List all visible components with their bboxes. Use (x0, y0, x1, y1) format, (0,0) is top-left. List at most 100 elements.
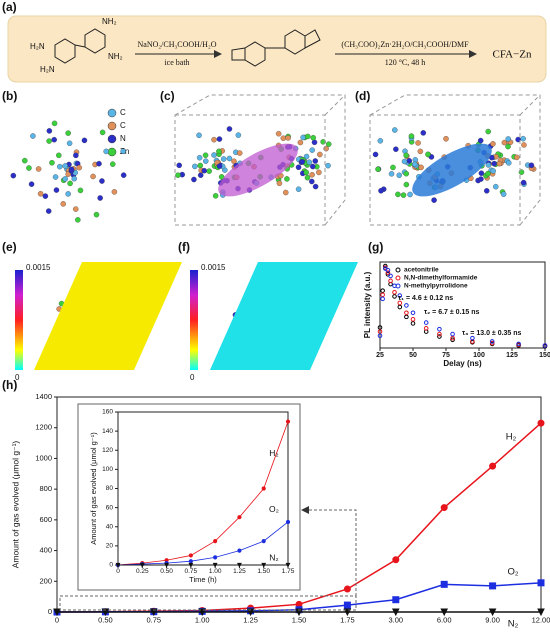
atom (485, 162, 492, 168)
reagent: NaNO₂/CH₃COOH/H₂O (137, 40, 216, 49)
atom (226, 126, 233, 132)
atom (53, 187, 60, 193)
colorbar-min: 0 (15, 373, 20, 382)
atom (515, 136, 521, 143)
marker (440, 580, 448, 588)
x-tick-label: 9.00 (485, 615, 500, 624)
x-tick-label: 100 (473, 352, 485, 359)
series-line (117, 421, 289, 566)
atom (478, 170, 485, 176)
legend-marker (395, 267, 401, 273)
atom (295, 164, 302, 171)
atom (73, 152, 79, 159)
atom (407, 191, 413, 198)
x-tick-label: 150 (539, 352, 550, 359)
marker (404, 314, 409, 320)
atom (493, 183, 499, 190)
marker (489, 340, 495, 346)
zoom-region (59, 595, 357, 611)
x-tick-label: 0.50 (98, 615, 113, 624)
marker (397, 300, 403, 306)
reagent: (CH₃COO)₂Zn·2H₂O/CH₃COOH/DMF (341, 40, 469, 49)
colorbar-max: 0.0015 (26, 263, 51, 272)
marker (410, 310, 416, 316)
y-tick-label: 400 (39, 546, 52, 555)
atom (284, 176, 290, 182)
structure-label: NH₂ (102, 17, 117, 26)
annotation: τ₂ = 6.7 ± 0.15 ns (424, 309, 480, 316)
series-label: H₂ (506, 432, 517, 443)
marker (188, 562, 194, 568)
marker (388, 273, 393, 279)
marker (188, 553, 193, 558)
marker (285, 419, 291, 424)
atom (71, 175, 78, 182)
marker (537, 579, 545, 587)
atom (514, 154, 520, 161)
marker (285, 562, 291, 568)
marker (410, 317, 416, 322)
x-tick-label: 1.00 (209, 568, 222, 575)
atom (10, 172, 17, 179)
series-label: N₂ (508, 619, 519, 630)
atom (22, 157, 28, 164)
atom (97, 195, 103, 201)
marker (404, 303, 409, 308)
atom (406, 158, 413, 164)
x-tick-label: 3.00 (388, 615, 403, 624)
atom (316, 169, 322, 176)
atom (484, 188, 490, 194)
marker (343, 585, 351, 593)
atom (216, 136, 223, 142)
atom (297, 139, 304, 146)
atom (226, 155, 233, 162)
panel-label: (e) (2, 240, 17, 254)
marker (489, 462, 497, 470)
marker (164, 562, 169, 568)
atom (211, 152, 217, 158)
atom (65, 171, 71, 177)
atom (317, 151, 323, 158)
atom (111, 189, 118, 195)
atom (490, 168, 496, 174)
legend-label: N-methylpyrrolidone (404, 283, 468, 290)
atom (56, 152, 62, 159)
legend-swatch (107, 134, 117, 144)
atom (28, 181, 35, 187)
x-tick-label: 6.00 (437, 615, 452, 624)
atom (110, 161, 116, 167)
atom (216, 163, 223, 169)
atom (309, 147, 315, 153)
legend-label: C (120, 121, 126, 130)
x-tick-label: 1.50 (257, 568, 270, 575)
condition: ice bath (164, 58, 189, 67)
x-tick-label: 125 (506, 352, 518, 359)
atom (411, 161, 418, 168)
atom (120, 148, 126, 155)
marker (410, 321, 416, 326)
atom (176, 162, 182, 169)
atom (42, 193, 49, 199)
legend-marker (395, 275, 401, 281)
series-label: H₂ (269, 448, 278, 458)
scheme-box (7, 15, 547, 83)
atom (403, 152, 409, 159)
atom (76, 164, 82, 171)
marker (488, 608, 497, 617)
marker (489, 339, 495, 344)
annotation: τ₃ = 13.0 ± 0.35 ns (462, 330, 522, 337)
marker (542, 343, 548, 348)
x-tick-label: 1.75 (340, 615, 355, 624)
panel-label: (c) (160, 89, 175, 103)
atom (52, 174, 59, 180)
marker (139, 562, 145, 568)
marker (404, 310, 409, 316)
panel-label: (f) (178, 240, 190, 254)
product: CFA−Zn (492, 49, 532, 61)
condition: 120 °C, 48 h (385, 58, 426, 67)
structure-1 (54, 28, 106, 64)
atom (211, 136, 217, 143)
y-tick-label: 160 (102, 409, 113, 416)
atom (67, 180, 73, 187)
structure-2 (231, 29, 321, 67)
